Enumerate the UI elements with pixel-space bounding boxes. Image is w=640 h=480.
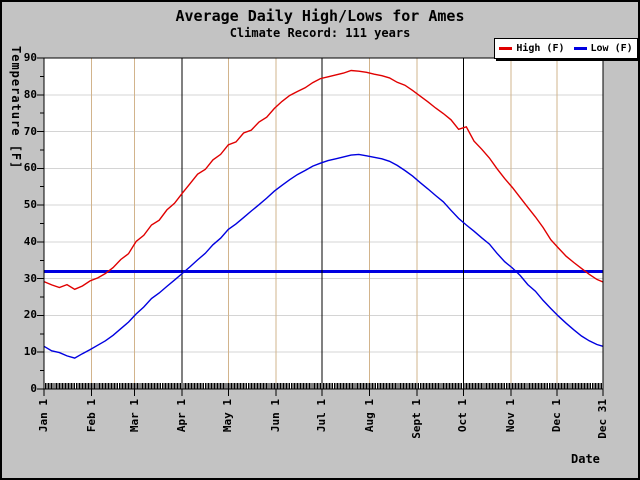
x-tick-label: Jul 1 (314, 399, 328, 433)
x-tick-label: Dec 31 (596, 399, 609, 439)
chart-subtitle: Climate Record: 111 years (229, 26, 411, 40)
y-tick-label: 20 (23, 308, 37, 322)
y-tick-label: 10 (23, 345, 37, 359)
x-tick-label: Sept 1 (410, 399, 424, 439)
y-tick-label: 0 (30, 382, 37, 395)
chart-title: Average Daily High/Lows for Ames (175, 7, 465, 25)
y-axis-title: Temperature [F] (9, 46, 23, 170)
x-tick-label: Apr 1 (175, 399, 189, 433)
y-tick-label: 40 (23, 234, 37, 248)
legend-item-high: High (F) (499, 43, 565, 54)
x-tick-label: May 1 (221, 399, 235, 433)
y-tick-label: 80 (23, 87, 37, 101)
x-axis-title: Date (571, 452, 600, 466)
y-tick-label: 60 (23, 161, 37, 175)
x-tick-label: Aug 1 (362, 399, 376, 433)
x-tick-label: Dec 1 (549, 399, 563, 433)
x-tick-label: Jun 1 (268, 399, 282, 433)
y-tick-label: 90 (23, 51, 37, 64)
legend-label-low: Low (F) (590, 43, 633, 54)
legend: High (F) Low (F) (494, 38, 638, 59)
x-tick-label: Feb 1 (84, 399, 98, 433)
high-series-swatch (499, 47, 513, 50)
low-series-line (43, 153, 604, 359)
legend-item-low: Low (F) (573, 43, 633, 54)
high-series-line (43, 69, 604, 291)
low-series-swatch (573, 47, 587, 50)
x-tick-label: Mar 1 (127, 399, 141, 433)
x-tick-label: Jan 1 (37, 399, 50, 433)
legend-label-high: High (F) (516, 43, 565, 54)
x-tick-label: Nov 1 (503, 399, 517, 433)
y-tick-label: 50 (23, 198, 37, 212)
y-tick-label: 30 (23, 271, 37, 285)
y-tick-label: 70 (23, 124, 37, 138)
x-tick-label: Oct 1 (456, 399, 470, 433)
plot-area (44, 58, 603, 389)
